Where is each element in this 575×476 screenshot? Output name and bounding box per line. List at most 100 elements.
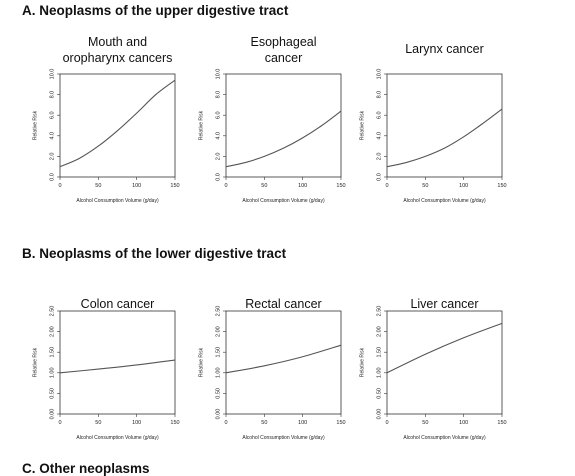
y-tick-label: 2.00	[215, 326, 221, 337]
y-tick-label: 8.0	[376, 91, 382, 99]
y-tick-label: 0.50	[215, 388, 221, 399]
y-tick-label: 1.50	[49, 347, 55, 358]
y-axis-label: Relative Risk	[32, 347, 38, 377]
y-tick-label: 2.00	[376, 326, 382, 337]
y-axis-label: Relative Risk	[359, 110, 365, 140]
y-tick-label: 2.00	[49, 326, 55, 337]
plot-frame	[225, 310, 342, 415]
series-line	[225, 344, 342, 374]
plot-frame	[225, 73, 342, 178]
y-axis-label: Relative Risk	[198, 347, 204, 377]
y-tick-label: 1.00	[376, 367, 382, 378]
x-axis-label: Alcohol Consumption Volume (g/day)	[403, 435, 486, 441]
x-tick-label: 150	[170, 420, 179, 426]
plot-frame	[386, 73, 503, 178]
y-tick-label: 4.0	[376, 132, 382, 140]
section-b-title: B. Neoplasms of the lower digestive trac…	[22, 246, 287, 261]
y-tick-label: 6.0	[215, 111, 221, 119]
y-tick-label: 2.0	[49, 153, 55, 161]
y-axis-label: Relative Risk	[359, 347, 365, 377]
y-tick-label: 4.0	[49, 132, 55, 140]
y-tick-label: 0.0	[215, 173, 221, 181]
x-tick-label: 150	[170, 183, 179, 189]
x-tick-label: 150	[336, 420, 345, 426]
x-tick-label: 150	[497, 420, 506, 426]
plot-frame	[59, 73, 176, 178]
x-tick-label: 150	[497, 183, 506, 189]
x-tick-label: 100	[132, 420, 141, 426]
chart-title-line: Esophageal	[250, 35, 316, 49]
y-tick-label: 6.0	[376, 111, 382, 119]
series-line	[225, 110, 342, 168]
plot-frame	[386, 310, 503, 415]
series-line	[386, 108, 503, 168]
x-tick-label: 100	[459, 420, 468, 426]
y-tick-label: 8.0	[215, 91, 221, 99]
chart-title-line: cancer	[265, 51, 303, 65]
y-tick-label: 0.50	[49, 388, 55, 399]
y-tick-label: 0.00	[215, 409, 221, 420]
series-line	[59, 359, 176, 374]
y-tick-label: 0.00	[376, 409, 382, 420]
chart-panel-6: Liver cancer 0 50 100 150 0.00 0.50 1.00 1.50 2.0…	[359, 297, 506, 441]
chart-panel-2: Esophageal cancer 0 50 100 150 0.0 2.0 4.0 6.0 8.0…	[198, 35, 345, 204]
x-tick-label: 0	[385, 183, 388, 189]
x-tick-label: 0	[224, 420, 227, 426]
x-tick-label: 50	[95, 183, 101, 189]
chart-panel-5: Rectal cancer 0 50 100 150 0.00 0.50 1.00 1.50 2.…	[198, 297, 345, 441]
y-tick-label: 8.0	[49, 91, 55, 99]
x-tick-label: 0	[58, 183, 61, 189]
y-tick-label: 10.0	[49, 69, 55, 80]
x-tick-label: 50	[95, 420, 101, 426]
x-tick-label: 100	[132, 183, 141, 189]
section-a-title: A. Neoplasms of the upper digestive trac…	[22, 3, 289, 18]
x-axis-label: Alcohol Consumption Volume (g/day)	[76, 198, 159, 204]
y-tick-label: 0.00	[49, 409, 55, 420]
x-tick-label: 100	[459, 183, 468, 189]
y-tick-label: 1.00	[215, 367, 221, 378]
chart-panel-1: Mouth and oropharynx cancers 0 50 100 150 0.0 2…	[32, 35, 179, 204]
plot-frame	[59, 310, 176, 415]
chart-title-line: Colon cancer	[81, 297, 155, 311]
chart-panel-4: Colon cancer 0 50 100 150 0.00 0.50 1.00 1.50 2.0…	[32, 297, 179, 441]
y-tick-label: 0.0	[376, 173, 382, 181]
y-tick-label: 4.0	[215, 132, 221, 140]
x-tick-label: 50	[422, 183, 428, 189]
y-tick-label: 10.0	[215, 69, 221, 80]
series-line	[59, 79, 176, 168]
y-tick-label: 2.50	[49, 306, 55, 317]
y-tick-label: 1.50	[215, 347, 221, 358]
y-tick-label: 2.50	[215, 306, 221, 317]
x-axis-label: Alcohol Consumption Volume (g/day)	[242, 435, 325, 441]
y-axis-label: Relative Risk	[198, 110, 204, 140]
x-tick-label: 50	[261, 183, 267, 189]
x-tick-label: 0	[385, 420, 388, 426]
y-tick-label: 10.0	[376, 69, 382, 80]
chart-title-line: Liver cancer	[410, 297, 478, 311]
y-tick-label: 2.0	[376, 153, 382, 161]
y-tick-label: 0.0	[49, 173, 55, 181]
series-line	[386, 322, 503, 374]
y-axis-label: Relative Risk	[32, 110, 38, 140]
x-tick-label: 0	[224, 183, 227, 189]
chart-title-line: Larynx cancer	[405, 42, 484, 56]
x-axis-label: Alcohol Consumption Volume (g/day)	[76, 435, 159, 441]
x-tick-label: 150	[336, 183, 345, 189]
x-tick-label: 100	[298, 183, 307, 189]
y-tick-label: 6.0	[49, 111, 55, 119]
y-tick-label: 1.00	[49, 367, 55, 378]
x-tick-label: 100	[298, 420, 307, 426]
chart-panel-3: Larynx cancer 0 50 100 150 0.0 2.0 4.0 6.0 8.0 10.…	[359, 42, 506, 204]
x-axis-label: Alcohol Consumption Volume (g/day)	[242, 198, 325, 204]
y-tick-label: 0.50	[376, 388, 382, 399]
y-tick-label: 2.0	[215, 153, 221, 161]
chart-title-line: oropharynx cancers	[63, 51, 173, 65]
y-tick-label: 1.50	[376, 347, 382, 358]
x-tick-label: 0	[58, 420, 61, 426]
x-tick-label: 50	[422, 420, 428, 426]
x-tick-label: 50	[261, 420, 267, 426]
chart-title-line: Mouth and	[88, 35, 147, 49]
y-tick-label: 2.50	[376, 306, 382, 317]
x-axis-label: Alcohol Consumption Volume (g/day)	[403, 198, 486, 204]
